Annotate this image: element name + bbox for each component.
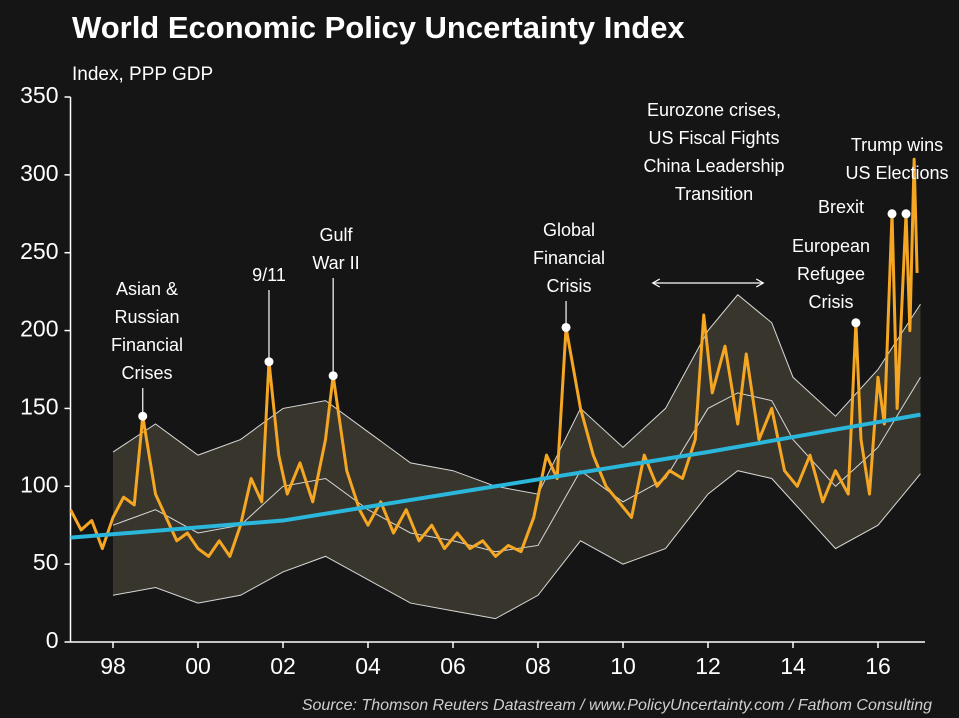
annotation-dot [887,209,897,219]
y-tick-label: 350 [20,82,58,108]
annotation-text: Financial [533,248,605,268]
y-tick-label: 50 [33,549,59,575]
x-tick-label: 10 [610,653,636,679]
x-tick-label: 16 [865,653,891,679]
chart-subtitle: Index, PPP GDP [72,64,213,85]
annotation-dot [328,371,338,381]
annotation-text: Financial [111,335,183,355]
annotation-text: War II [312,253,359,273]
x-tick-label: 02 [270,653,296,679]
annotation-text: Brexit [818,197,864,217]
x-tick-label: 08 [525,653,551,679]
annotation-dot [264,357,274,367]
line-series [70,412,921,540]
band-fill [113,294,921,619]
y-tick-label: 250 [20,238,58,264]
x-tick-label: 98 [100,653,126,679]
y-tick-label: 200 [20,316,58,342]
annotation-text: Refugee [797,264,865,284]
annotation-dot [901,209,911,219]
annotation-text: Transition [675,184,753,204]
source-note: Source: Thomson Reuters Datastream / www… [302,697,932,714]
annotation-dot [851,318,861,328]
annotation-text: 9/11 [252,265,286,285]
y-tick-label: 100 [20,471,58,497]
annotation-text: Russian [114,307,179,327]
chart-title: World Economic Policy Uncertainty Index [72,10,685,45]
annotation-text: Asian & [116,279,178,299]
annotation-text: Crisis [809,292,854,312]
annotation-text: Trump wins [851,135,943,155]
x-tick-label: 14 [780,653,806,679]
line-series [69,157,919,558]
y-tick-label: 150 [20,394,58,420]
annotation-text: US Elections [845,163,948,183]
x-tick-label: 12 [695,653,721,679]
annotation-dot [561,322,571,332]
annotation-text: Crisis [547,276,592,296]
x-tick-label: 06 [440,653,466,679]
arrow-head [651,278,765,288]
x-tick-label: 04 [355,653,381,679]
annotation-text: Eurozone crises, [647,100,781,120]
annotation-text: European [792,236,870,256]
y-tick-label: 0 [46,627,59,653]
annotation-text: US Fiscal Fights [648,128,779,148]
annotation-text: Crises [121,363,172,383]
annotation-dot [138,411,148,421]
y-tick-label: 300 [20,160,58,186]
band-lower-line [112,470,921,620]
band-middle-line [112,377,921,553]
annotation-text: Global [543,220,595,240]
annotation-text: Gulf [319,225,353,245]
annotation-text: China Leadership [643,156,784,176]
x-tick-label: 00 [185,653,211,679]
